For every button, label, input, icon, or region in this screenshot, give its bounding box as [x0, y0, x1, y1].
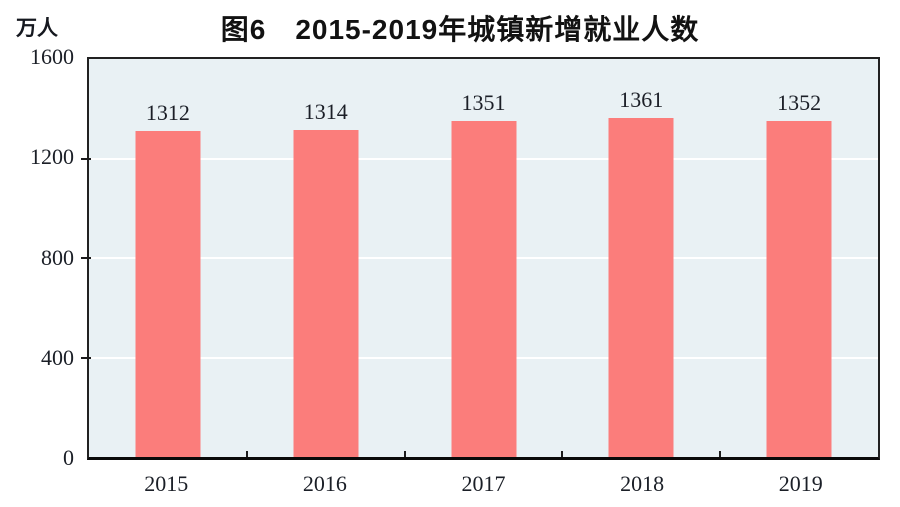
bar-2017 [451, 120, 516, 457]
bar-2019 [766, 120, 832, 457]
bar-value-label-2016: 1314 [303, 99, 348, 125]
x-axis-label-2017: 2017 [461, 471, 506, 496]
y-axis-tick-400 [81, 356, 91, 359]
y-axis-label-400: 400 [41, 344, 74, 370]
x-axis-label-2018: 2018 [620, 471, 665, 496]
chart-title: 图6 2015-2019年城镇新增就业人数 [220, 14, 700, 45]
x-axis-label-2016: 2016 [302, 471, 347, 496]
y-axis-label-0: 0 [63, 445, 74, 470]
y-axis-label-800: 800 [41, 244, 74, 270]
bar-value-label-2019: 1352 [777, 89, 822, 115]
x-axis-tick-3 [561, 451, 564, 457]
bar-value-label-2015: 1312 [145, 99, 190, 125]
bar-value-label-2018: 1361 [619, 87, 664, 113]
x-axis-tick-2 [403, 451, 406, 457]
x-axis-tick-4 [719, 451, 722, 457]
bar-2016 [293, 130, 359, 457]
y-axis-unit-label: 万人 [16, 17, 58, 40]
bar-2015 [135, 130, 201, 457]
y-axis-labels: 0 400 800 1200 1600 [0, 46, 74, 469]
y-axis-label-1600: 1600 [30, 44, 74, 69]
x-axis-labels: 2015 2016 2017 2018 2019 [87, 461, 880, 505]
bar-value-label-2017: 1351 [461, 89, 506, 115]
x-axis-tick-1 [245, 451, 248, 457]
x-axis-label-2019: 2019 [778, 471, 823, 496]
y-axis-tick-1200 [81, 157, 91, 160]
y-axis-tick-800 [81, 257, 91, 259]
x-axis-label-2015: 2015 [144, 471, 189, 496]
bar-2018 [608, 118, 674, 457]
plot-area: 1312 1314 1351 1361 1352 [81, 57, 880, 460]
y-axis-label-1200: 1200 [30, 144, 74, 170]
